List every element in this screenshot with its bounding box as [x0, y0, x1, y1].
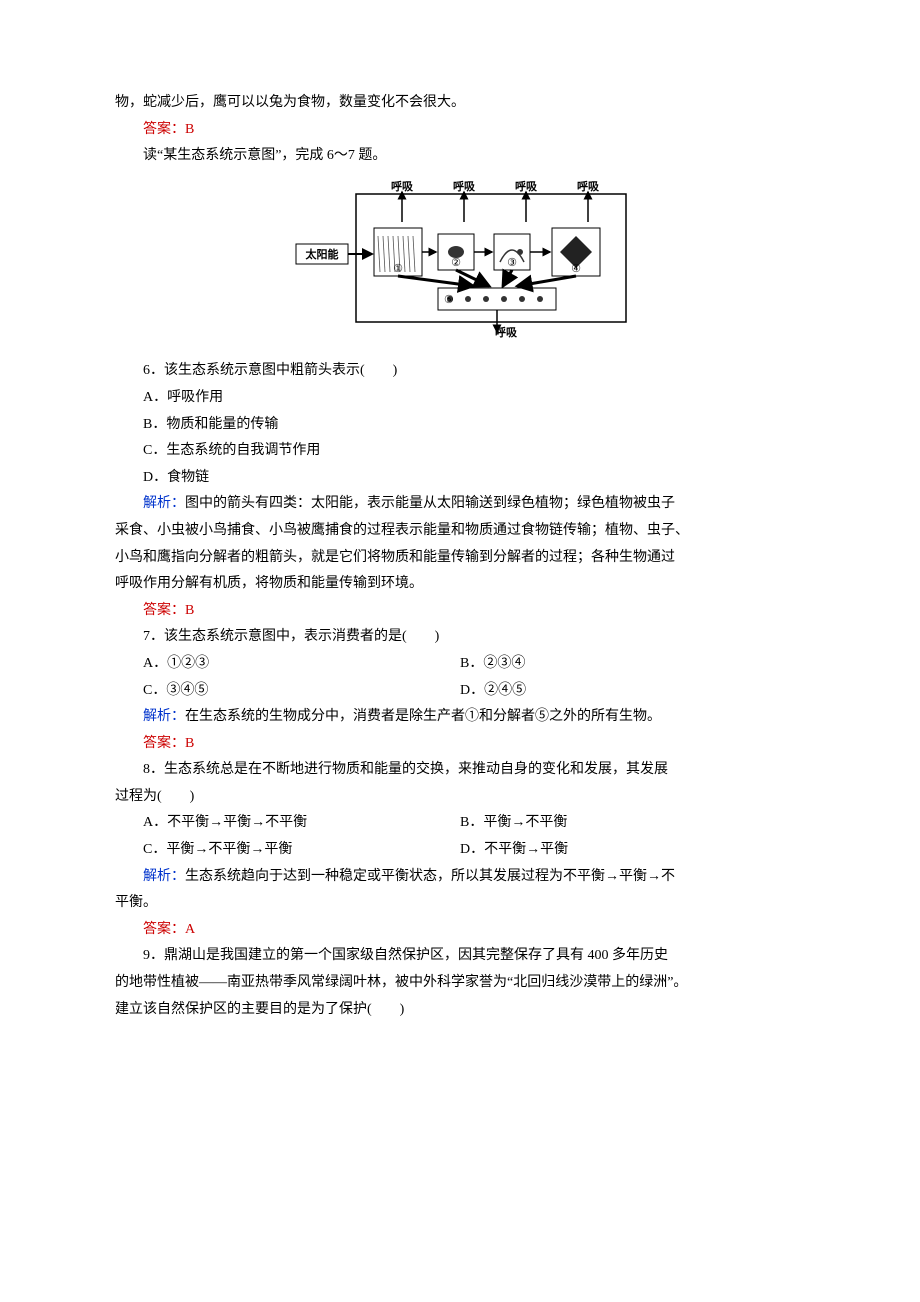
q6-option-d: D．食物链 — [115, 465, 805, 492]
q7-option-a: A．①②③ — [115, 651, 460, 678]
q7-option-b: B．②③④ — [460, 651, 805, 678]
explanation-7-label: 解析： — [143, 709, 185, 724]
explanation-6-text1: 图中的箭头有四类：太阳能，表示能量从太阳输送到绿色植物；绿色植物被虫子 — [185, 496, 675, 511]
q8-options-row2: C．平衡→不平衡→平衡 D．不平衡→平衡 — [115, 837, 805, 864]
svg-text:呼吸: 呼吸 — [391, 179, 414, 193]
question-9-line3: 建立该自然保护区的主要目的是为了保护( ) — [115, 997, 805, 1024]
q6-option-b: B．物质和能量的传输 — [115, 412, 805, 439]
answer-6: 答案：B — [115, 598, 805, 625]
explanation-8-text1: 生态系统趋向于达到一种稳定或平衡状态，所以其发展过程为不平衡→平衡→不 — [185, 869, 675, 884]
svg-text:呼吸: 呼吸 — [453, 179, 476, 193]
question-8-line1: 8．生态系统总是在不断地进行物质和能量的交换，来推动自身的变化和发展，其发展 — [115, 757, 805, 784]
ecosystem-diagram: 太阳能呼吸呼吸呼吸呼吸①②③④⑤呼吸 — [115, 176, 805, 355]
svg-text:太阳能: 太阳能 — [305, 247, 339, 261]
q6-option-c: C．生态系统的自我调节作用 — [115, 438, 805, 465]
q6-option-a: A．呼吸作用 — [115, 385, 805, 412]
question-9-line2: 的地带性植被——南亚热带季风常绿阔叶林，被中外科学家誉为“北回归线沙漠带上的绿洲… — [115, 970, 805, 997]
question-9-line1: 9．鼎湖山是我国建立的第一个国家级自然保护区，因其完整保存了具有 400 多年历… — [115, 943, 805, 970]
svg-text:③: ③ — [507, 257, 517, 269]
svg-text:呼吸: 呼吸 — [515, 179, 538, 193]
prev-continuation: 物，蛇减少后，鹰可以以兔为食物，数量变化不会很大。 — [115, 90, 805, 117]
answer-7: 答案：B — [115, 731, 805, 758]
lead-6-7: 读“某生态系统示意图”，完成 6～7 题。 — [115, 143, 805, 170]
q7-options-row2: C．③④⑤ D．②④⑤ — [115, 678, 805, 705]
q7-option-c: C．③④⑤ — [115, 678, 460, 705]
svg-text:呼吸: 呼吸 — [495, 325, 518, 339]
explanation-8-line2: 平衡。 — [115, 890, 805, 917]
svg-text:④: ④ — [571, 263, 581, 275]
explanation-7-text: 在生态系统的生物成分中，消费者是除生产者①和分解者⑤之外的所有生物。 — [185, 709, 661, 724]
q8-option-c: C．平衡→不平衡→平衡 — [115, 837, 460, 864]
q8-option-a: A．不平衡→平衡→不平衡 — [115, 810, 460, 837]
q8-options-row1: A．不平衡→平衡→不平衡 B．平衡→不平衡 — [115, 810, 805, 837]
explanation-6-label: 解析： — [143, 496, 185, 511]
svg-text:⑤: ⑤ — [444, 294, 454, 306]
question-7: 7．该生态系统示意图中，表示消费者的是( ) — [115, 624, 805, 651]
page: 物，蛇减少后，鹰可以以兔为食物，数量变化不会很大。 答案：B 读“某生态系统示意… — [0, 0, 920, 1083]
explanation-8-label: 解析： — [143, 869, 185, 884]
q8-option-d: D．不平衡→平衡 — [460, 837, 805, 864]
svg-text:②: ② — [451, 257, 461, 269]
question-8-line2: 过程为( ) — [115, 784, 805, 811]
svg-text:呼吸: 呼吸 — [577, 179, 600, 193]
explanation-7: 解析：在生态系统的生物成分中，消费者是除生产者①和分解者⑤之外的所有生物。 — [115, 704, 805, 731]
ecosystem-svg: 太阳能呼吸呼吸呼吸呼吸①②③④⑤呼吸 — [290, 176, 630, 344]
explanation-8-line1: 解析：生态系统趋向于达到一种稳定或平衡状态，所以其发展过程为不平衡→平衡→不 — [115, 864, 805, 891]
q7-option-d: D．②④⑤ — [460, 678, 805, 705]
svg-text:①: ① — [393, 263, 403, 275]
explanation-6-line4: 呼吸作用分解有机质，将物质和能量传输到环境。 — [115, 571, 805, 598]
explanation-6-line2: 采食、小虫被小鸟捕食、小鸟被鹰捕食的过程表示能量和物质通过食物链传输；植物、虫子… — [115, 518, 805, 545]
q8-option-b: B．平衡→不平衡 — [460, 810, 805, 837]
explanation-6-line3: 小鸟和鹰指向分解者的粗箭头，就是它们将物质和能量传输到分解者的过程；各种生物通过 — [115, 545, 805, 572]
answer-8: 答案：A — [115, 917, 805, 944]
explanation-6-line1: 解析：图中的箭头有四类：太阳能，表示能量从太阳输送到绿色植物；绿色植物被虫子 — [115, 491, 805, 518]
answer-5: 答案：B — [115, 117, 805, 144]
question-6: 6．该生态系统示意图中粗箭头表示( ) — [115, 358, 805, 385]
q7-options-row1: A．①②③ B．②③④ — [115, 651, 805, 678]
